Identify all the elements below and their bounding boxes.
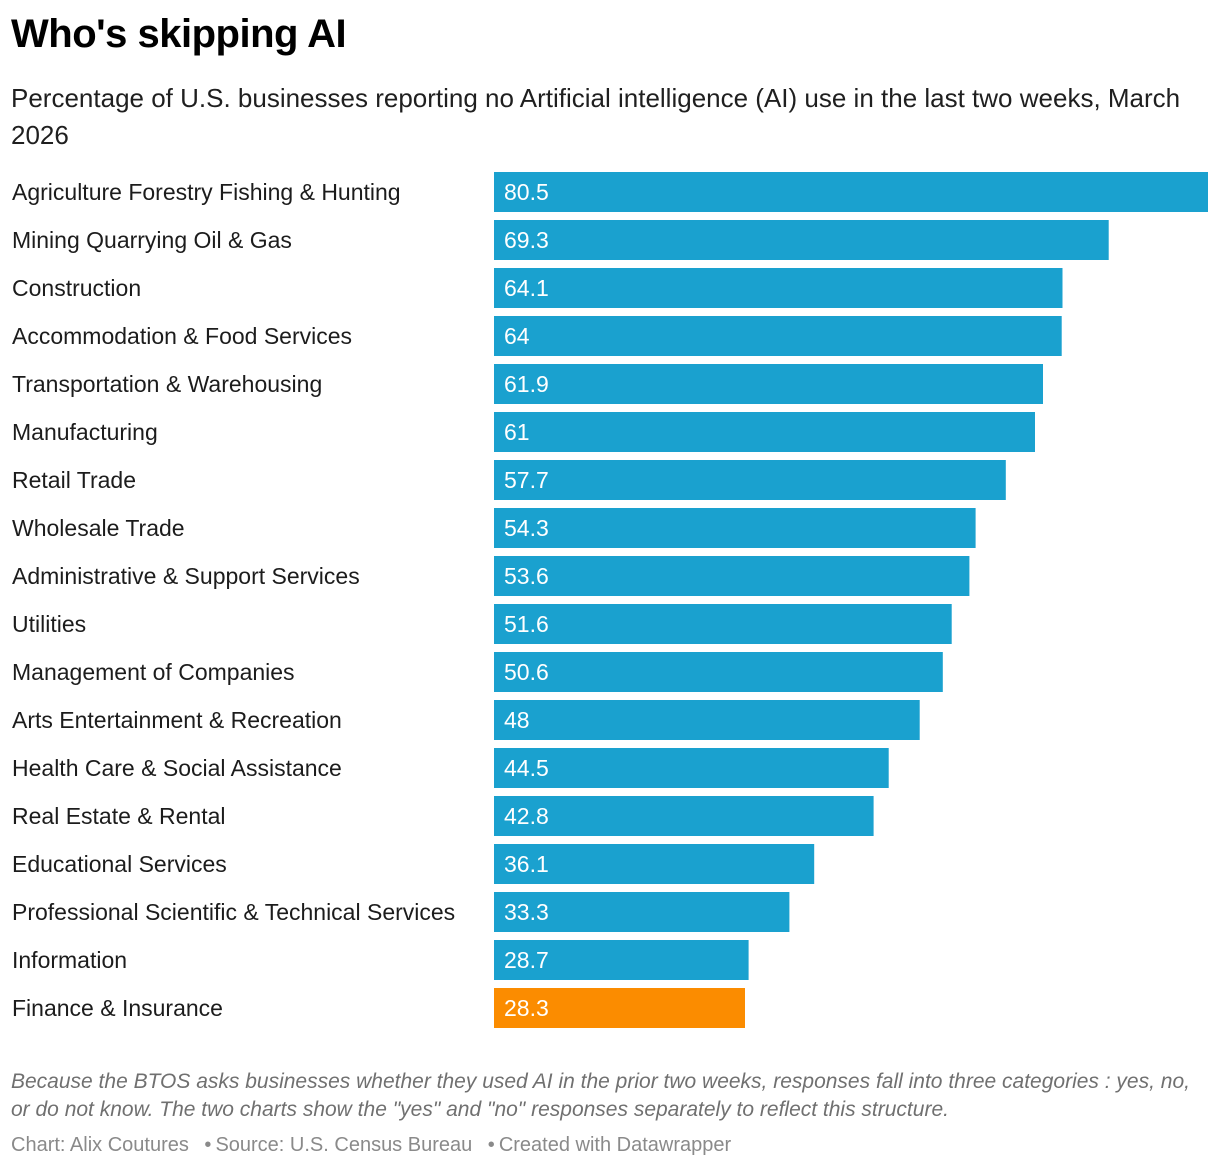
category-label: Professional Scientific & Technical Serv… — [12, 899, 455, 925]
category-label: Mining Quarrying Oil & Gas — [12, 227, 292, 253]
value-label: 51.6 — [504, 611, 549, 637]
source-credit: Source: U.S. Census Bureau — [215, 1134, 473, 1156]
value-label: 61.9 — [504, 371, 549, 397]
bar — [494, 412, 1035, 452]
category-label: Arts Entertainment & Recreation — [12, 707, 342, 733]
value-label: 54.3 — [504, 515, 549, 541]
bar — [494, 940, 749, 980]
category-label: Administrative & Support Services — [12, 563, 360, 589]
value-label: 57.7 — [504, 467, 549, 493]
category-label: Utilities — [12, 611, 86, 637]
bar — [494, 748, 889, 788]
bar — [494, 796, 874, 836]
bar-chart: Agriculture Forestry Fishing & Hunting 80… — [12, 172, 1208, 1028]
bar — [494, 604, 952, 644]
category-label: Manufacturing — [12, 419, 158, 445]
bar — [494, 316, 1062, 356]
value-label: 61 — [504, 419, 530, 445]
bar — [494, 508, 976, 548]
bar — [494, 892, 790, 932]
value-label: 64 — [504, 323, 530, 349]
bar — [494, 652, 943, 692]
category-label: Health Care & Social Assistance — [12, 755, 342, 781]
category-label: Wholesale Trade — [12, 515, 185, 541]
value-label: 48 — [504, 707, 530, 733]
category-label: Finance & Insurance — [12, 995, 223, 1021]
bar — [494, 268, 1063, 308]
bar — [494, 172, 1208, 212]
footer-separator: • — [487, 1134, 495, 1156]
chart-title: Who's skipping AI — [11, 12, 347, 56]
value-label: 53.6 — [504, 563, 549, 589]
value-label: 28.7 — [504, 947, 549, 973]
category-label: Agriculture Forestry Fishing & Hunting — [12, 179, 401, 205]
bar — [494, 364, 1043, 404]
bar — [494, 220, 1109, 260]
value-label: 64.1 — [504, 275, 549, 301]
chart-credit: Chart: Alix Coutures — [11, 1134, 189, 1156]
bar — [494, 844, 815, 884]
chart-notes: Because the BTOS asks businesses whether… — [11, 1070, 1190, 1121]
bar — [494, 700, 920, 740]
category-label: Construction — [12, 275, 141, 301]
value-label: 50.6 — [504, 659, 549, 685]
footer-separator: • — [204, 1134, 212, 1156]
value-label: 36.1 — [504, 851, 549, 877]
category-label: Educational Services — [12, 851, 227, 877]
bar — [494, 988, 745, 1028]
category-label: Retail Trade — [12, 467, 136, 493]
bar — [494, 460, 1006, 500]
value-label: 80.5 — [504, 179, 549, 205]
category-label: Accommodation & Food Services — [12, 323, 352, 349]
chart-subtitle: Percentage of U.S. businesses reporting … — [11, 83, 1181, 150]
value-label: 33.3 — [504, 899, 549, 925]
bar — [494, 556, 970, 596]
category-label: Real Estate & Rental — [12, 803, 226, 829]
chart-footer: Chart: Alix Coutures • Source: U.S. Censu… — [11, 1134, 735, 1157]
category-label: Management of Companies — [12, 659, 295, 685]
value-label: 44.5 — [504, 755, 549, 781]
value-label: 42.8 — [504, 803, 549, 829]
category-label: Transportation & Warehousing — [12, 371, 322, 397]
category-label: Information — [12, 947, 127, 973]
value-label: 28.3 — [504, 995, 549, 1021]
value-label: 69.3 — [504, 227, 549, 253]
datawrapper-credit: Created with Datawrapper — [498, 1134, 732, 1156]
